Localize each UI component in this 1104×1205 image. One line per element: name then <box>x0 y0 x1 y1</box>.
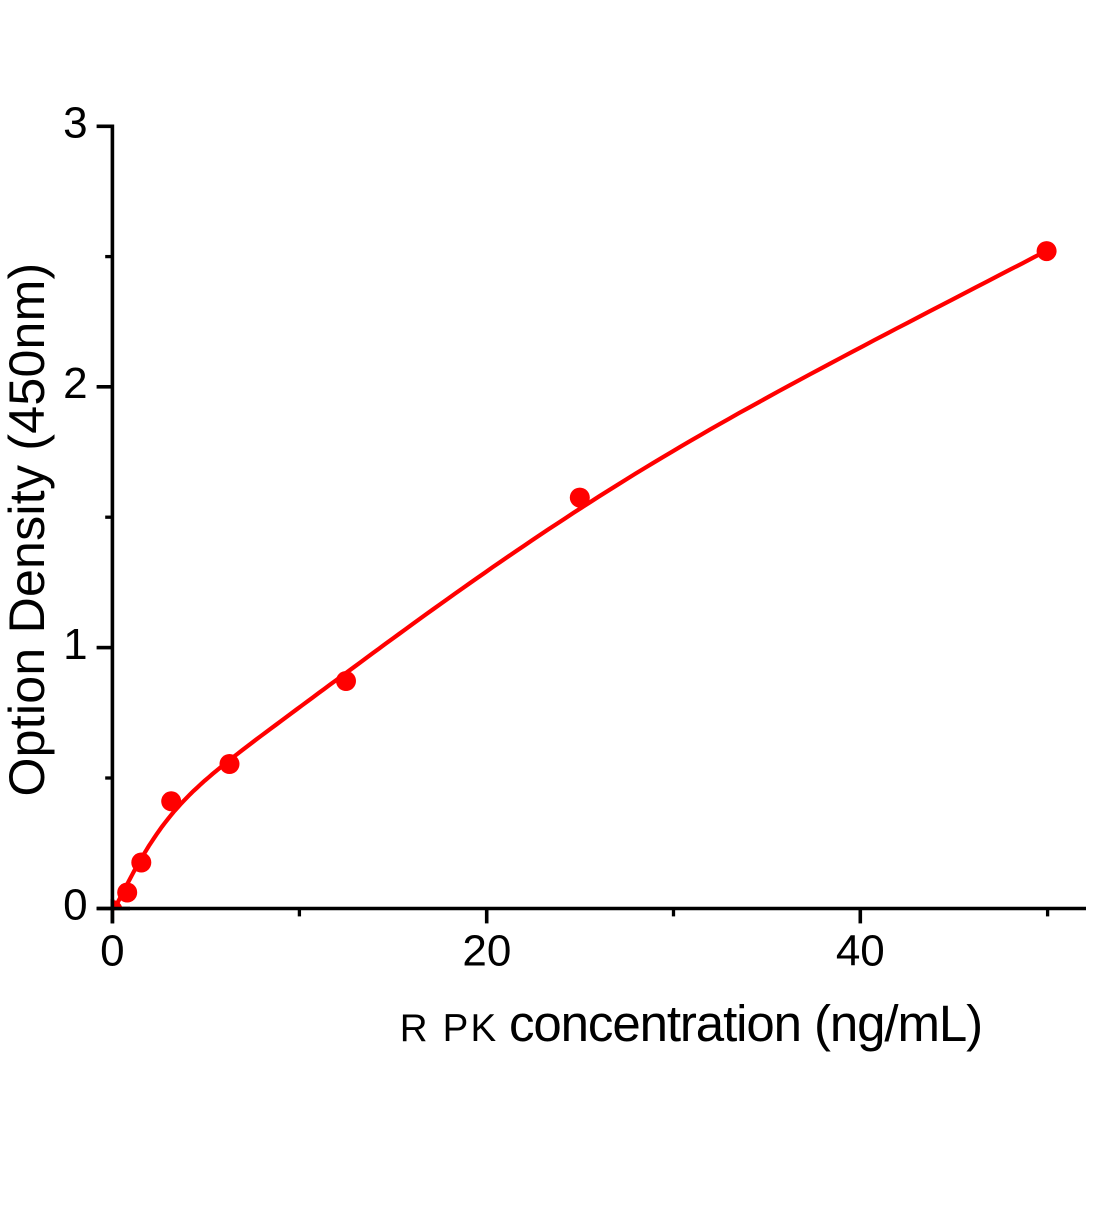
svg-text:3: 3 <box>63 99 87 148</box>
svg-text:0: 0 <box>63 881 87 930</box>
svg-text:2: 2 <box>63 359 87 408</box>
svg-text:concentration (ng/mL): concentration (ng/mL) <box>509 995 982 1052</box>
svg-text:1: 1 <box>63 620 87 669</box>
svg-text:40: 40 <box>836 927 885 976</box>
svg-text:R PK: R PK <box>400 1007 499 1050</box>
svg-text:0: 0 <box>100 927 124 976</box>
svg-text:Option Density (450nm): Option Density (450nm) <box>0 263 55 797</box>
svg-text:20: 20 <box>462 927 511 976</box>
